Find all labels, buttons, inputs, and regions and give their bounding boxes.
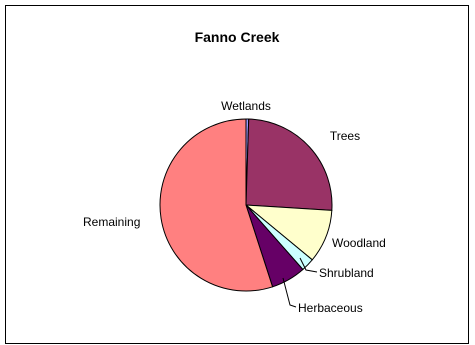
slice-label-shrubland: Shrubland (319, 266, 374, 280)
slice-label-trees: Trees (330, 129, 360, 143)
slice-label-wetlands: Wetlands (221, 99, 271, 113)
slice-label-remaining: Remaining (83, 215, 140, 229)
slice-label-herbaceous: Herbaceous (298, 301, 363, 315)
leader-lines (282, 257, 318, 308)
slice-label-woodland: Woodland (332, 236, 386, 250)
pie-slice-remaining (159, 118, 274, 292)
leader-line-herbaceous (282, 277, 297, 308)
leader-line-shrubland (299, 257, 318, 273)
pie-slice-trees (245, 118, 333, 211)
pie-slices (159, 118, 333, 292)
chart-title: Fanno Creek (195, 29, 280, 45)
